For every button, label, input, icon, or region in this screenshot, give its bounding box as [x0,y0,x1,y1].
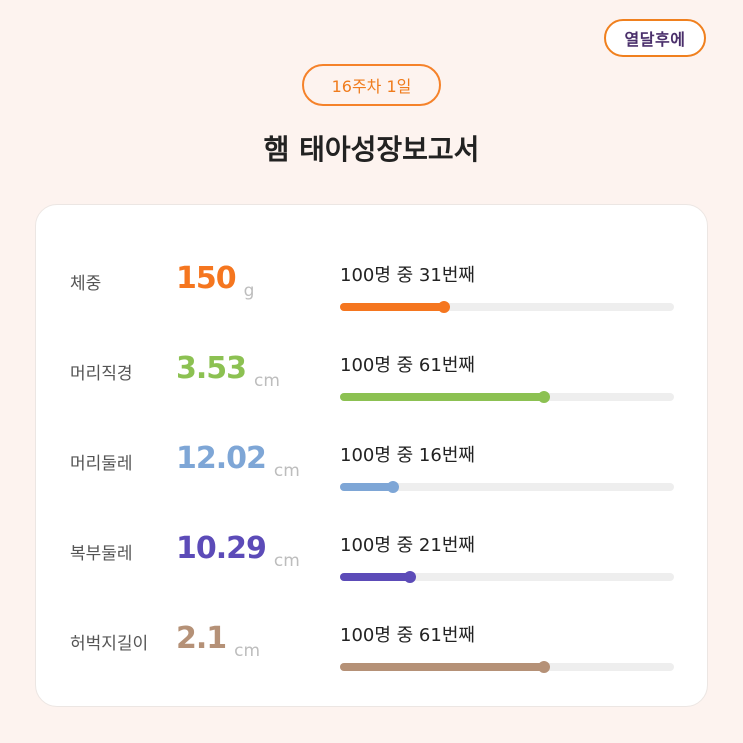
percentile-bar-fill [340,573,411,581]
rank-text: 100명 중 31번째 [340,265,475,286]
metric-row-head-diameter: 머리직경 3.53 cm 100명 중 61번째 [36,351,709,421]
metric-row-head-circumference: 머리둘레 12.02 cm 100명 중 16번째 [36,441,709,511]
percentile-bar-knob [404,571,417,583]
percentile-bar-knob [437,301,450,313]
metric-label: 머리둘레 [70,454,133,474]
metric-row-abdominal-circumference: 복부둘레 10.29 cm 100명 중 21번째 [36,531,709,601]
page-title: 햄 태아성장보고서 [263,133,480,166]
growth-report-card: 체중 150 g 100명 중 31번째 머리직경 3.53 cm 100명 중 6… [35,204,708,707]
metric-number: 2.1 [176,621,227,656]
rank-text: 100명 중 61번째 [340,625,475,646]
brand-logo-badge[interactable]: 열달후에 [604,19,706,57]
metric-row-femur-length: 허벅지길이 2.1 cm 100명 중 61번째 [36,621,709,691]
percentile-bar-fill [340,393,544,401]
rank-text: 100명 중 16번째 [340,445,475,466]
metric-value: 2.1 cm [176,621,260,661]
percentile-bar [340,391,674,403]
metric-unit: cm [273,461,300,481]
metric-label: 허벅지길이 [70,634,149,654]
metric-unit: cm [254,371,280,391]
metric-label: 복부둘레 [70,544,133,564]
metric-row-weight: 체중 150 g 100명 중 31번째 [36,261,709,331]
metric-unit: cm [273,551,300,571]
week-day-badge: 16주차 1일 [302,64,441,106]
percentile-bar-knob [537,661,550,673]
rank-text: 100명 중 61번째 [340,355,475,376]
percentile-bar [340,481,674,493]
metric-value: 3.53 cm [176,351,280,391]
metric-unit: cm [234,641,261,661]
metric-value: 150 g [176,261,254,301]
percentile-bar [340,661,674,673]
percentile-bar-knob [537,391,550,403]
metric-value: 10.29 cm [176,531,300,571]
metric-value: 12.02 cm [176,441,300,481]
rank-text: 100명 중 21번째 [340,535,475,556]
metric-unit: g [243,281,255,301]
percentile-bar [340,571,674,583]
metric-label: 체중 [70,274,102,294]
percentile-bar-fill [340,483,394,491]
percentile-bar-fill [340,663,544,671]
metric-number: 3.53 [176,351,247,386]
percentile-bar [340,301,674,313]
metric-label: 머리직경 [70,364,133,384]
metric-number: 10.29 [176,531,267,566]
percentile-bar-knob [387,481,400,493]
metric-number: 150 [176,261,237,296]
metric-number: 12.02 [176,441,267,476]
percentile-bar-fill [340,303,444,311]
